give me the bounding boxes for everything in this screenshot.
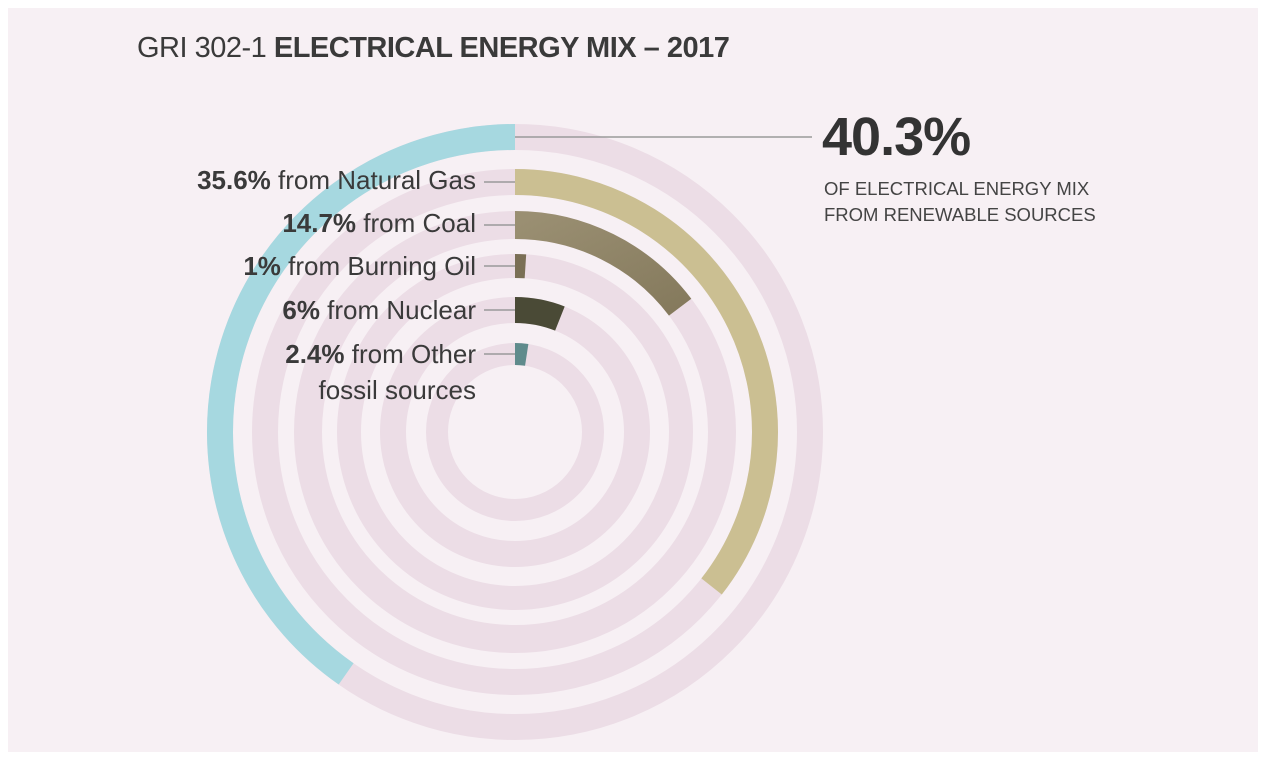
label-other-fossil: 2.4% from Other fossil sources: [285, 336, 476, 408]
chart-title: GRI 302-1 ELECTRICAL ENERGY MIX – 2017: [137, 32, 730, 65]
leader-lines: [484, 136, 812, 355]
title-main: ELECTRICAL ENERGY MIX – 2017: [273, 32, 730, 64]
label-other-fossil-value: 2.4%: [285, 339, 345, 369]
label-burning-oil-value: 1%: [243, 251, 281, 281]
label-other-fossil-text-2: fossil sources: [318, 375, 477, 405]
arc-natural-gas: [514, 169, 778, 595]
caption-line-1: OF ELECTRICAL ENERGY MIX: [824, 178, 1090, 199]
label-coal: 14.7% from Coal: [282, 205, 476, 241]
label-burning-oil: 1% from Burning Oil: [243, 248, 476, 284]
label-other-fossil-text: from Other: [351, 339, 476, 369]
label-natural-gas-value: 35.6%: [197, 165, 271, 195]
arc-renewables: [206, 124, 516, 685]
renewable-share-caption: OF ELECTRICAL ENERGY MIX FROM RENEWABLE …: [824, 176, 1184, 228]
arc-coal: [514, 211, 692, 316]
arc-other-fossil: [514, 343, 529, 366]
label-natural-gas-text: from Natural Gas: [278, 165, 476, 195]
label-nuclear-value: 6%: [282, 295, 320, 325]
data-arcs: [206, 124, 778, 685]
label-natural-gas: 35.6% from Natural Gas: [197, 162, 476, 198]
label-nuclear-text: from Nuclear: [327, 295, 476, 325]
label-coal-value: 14.7%: [282, 208, 357, 238]
renewable-share-value: 40.3%: [822, 107, 971, 167]
label-coal-text: from Coal: [363, 208, 476, 238]
caption-line-2: FROM RENEWABLE SOURCES: [824, 204, 1096, 225]
arc-nuclear: [514, 297, 565, 331]
label-burning-oil-text: from Burning Oil: [288, 251, 476, 281]
label-nuclear: 6% from Nuclear: [282, 292, 476, 328]
title-prefix: GRI 302-1: [137, 32, 267, 64]
